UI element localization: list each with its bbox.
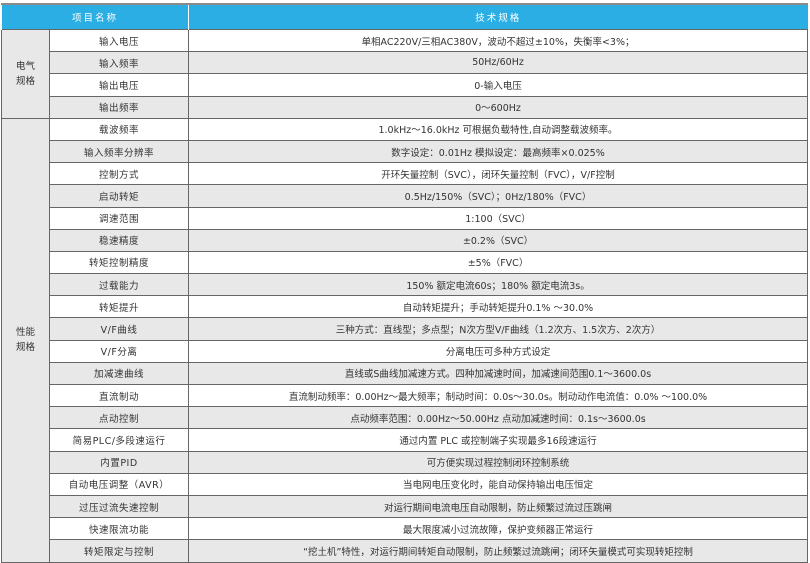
item-spec: 单相AC220V/三相AC380V，波动不超过±10%，失衡率<3%； xyxy=(188,28,808,53)
item-name: 输入电压 xyxy=(48,28,190,53)
item-spec: 0.5Hz/150%（SVC）；0Hz/180%（FVC） xyxy=(188,184,808,208)
item-name: 点动控制 xyxy=(48,406,190,430)
item-name: 输入频率分辨率 xyxy=(48,139,190,164)
table-row: 稳速精度 ±0.2%（SVC） xyxy=(2,228,808,252)
item-name: 简易PLC/多段速运行 xyxy=(48,428,190,452)
table-row: 启动转矩 0.5Hz/150%（SVC）；0Hz/180%（FVC） xyxy=(2,184,808,208)
item-spec: 三种方式：直线型；多点型；N次方型V/F曲线（1.2次方、1.5次方、2次方） xyxy=(188,317,808,341)
item-spec: 可方便实现过程控制闭环控制系统 xyxy=(188,450,808,474)
item-spec: 1.0kHz～16.0kHz 可根据负载特性,自动调整载波频率。 xyxy=(188,117,808,141)
spec-table: 项目名称 技术规格 电气 规格 输入电压 单相AC220V/三相AC380V，波动不… xyxy=(0,3,808,563)
item-spec: 当电网电压变化时，能自动保持输出电压恒定 xyxy=(188,472,808,496)
item-spec: 50Hz/60Hz xyxy=(188,51,808,75)
item-spec: 0～600Hz xyxy=(188,95,808,119)
item-spec: 点动频率范围：0.00Hz～50.00Hz 点动加减速时间：0.1s～3600.… xyxy=(188,406,808,430)
table-row: V/F曲线 三种方式：直线型；多点型；N次方型V/F曲线（1.2次方、1.5次方、… xyxy=(2,317,808,341)
table-row: 点动控制 点动频率范围：0.00Hz～50.00Hz 点动加减速时间：0.1s～3… xyxy=(2,406,808,430)
table-row: 输出电压 0-输入电压 xyxy=(2,73,808,97)
table-header: 项目名称 技术规格 xyxy=(0,3,808,30)
item-name: 加减速曲线 xyxy=(48,361,190,386)
header-item-name: 项目名称 xyxy=(0,3,189,30)
table-row: 过载能力 150% 额定电流60s；180% 额定电流3s。 xyxy=(2,273,808,297)
item-name: 输出电压 xyxy=(48,73,190,97)
item-spec: 分离电压可多种方式设定 xyxy=(188,339,808,363)
item-name: 过压过流失速控制 xyxy=(48,494,190,519)
item-spec: ±5%（FVC） xyxy=(188,250,808,275)
table-row: 过压过流失速控制 对运行期间电流电压自动限制，防止频繁过流过压跳闸 xyxy=(2,494,808,519)
table-row: 调速范围 1:100（SVC） xyxy=(2,206,808,230)
item-name: 过载能力 xyxy=(48,273,190,297)
table-row: 快速限流功能 最大限度减小过流故障，保护变频器正常运行 xyxy=(2,517,808,541)
table-row: 性能 规格 载波频率 1.0kHz～16.0kHz 可根据负载特性,自动调整载波频率… xyxy=(1,117,808,563)
item-spec: 通过内置 PLC 或控制端子实现最多16段速运行 xyxy=(188,428,808,452)
item-spec: 0-输入电压 xyxy=(188,73,808,97)
table-row: 控制方式 开环矢量控制（SVC），闭环矢量控制（FVC），V/F控制 xyxy=(2,162,808,186)
table-row: V/F分离 分离电压可多种方式设定 xyxy=(2,339,808,363)
item-name: 快速限流功能 xyxy=(48,517,190,541)
table-row: 自动电压调整（AVR） 当电网电压变化时，能自动保持输出电压恒定 xyxy=(2,472,808,496)
item-spec: 自动转矩提升；手动转矩提升0.1% ～30.0% xyxy=(188,295,808,319)
table-row: 转矩控制精度 ±5%（FVC） xyxy=(2,250,808,275)
table-row: 内置PID 可方便实现过程控制闭环控制系统 xyxy=(2,450,808,474)
item-spec: 直线或S曲线加减速方式。四种加减速时间，加减速间范围0.1～3600.0s xyxy=(188,361,808,386)
item-name: 转矩提升 xyxy=(48,295,190,319)
header-spec: 技术规格 xyxy=(188,3,808,30)
table-row: 转矩提升 自动转矩提升；手动转矩提升0.1% ～30.0% xyxy=(2,295,808,319)
item-spec: ±0.2%（SVC） xyxy=(188,228,808,252)
table-row: 直流制动 直流制动频率：0.00Hz～最大频率；制动时间：0.0s～30.0s。制… xyxy=(2,383,808,408)
item-name: V/F分离 xyxy=(48,339,190,363)
group-label: 电气 规格 xyxy=(1,29,50,119)
item-name: 转矩限定与控制 xyxy=(48,539,190,563)
item-name: 调速范围 xyxy=(48,206,190,230)
item-name: 输出频率 xyxy=(48,95,190,119)
item-name: 直流制动 xyxy=(48,383,190,408)
table-row: 加减速曲线 直线或S曲线加减速方式。四种加减速时间，加减速间范围0.1～3600.… xyxy=(2,361,808,386)
table-row: 输入频率分辨率 数字设定：0.01Hz 模拟设定：最高频率×0.025% xyxy=(2,139,808,164)
item-spec: 直流制动频率：0.00Hz～最大频率；制动时间：0.0s～30.0s。制动动作电… xyxy=(188,383,808,408)
table-row: 输入频率 50Hz/60Hz xyxy=(2,51,808,75)
item-spec: 最大限度减小过流故障，保护变频器正常运行 xyxy=(188,517,808,541)
item-name: 转矩控制精度 xyxy=(48,250,190,275)
table-row: 转矩限定与控制 “挖土机”特性，对运行期间转矩自动限制，防止频繁过流跳闸；闭环矢量… xyxy=(2,539,808,563)
item-name: 载波频率 xyxy=(48,117,190,141)
item-name: 稳速精度 xyxy=(48,228,190,252)
item-name: 控制方式 xyxy=(48,162,190,186)
item-spec: 对运行期间电流电压自动限制，防止频繁过流过压跳闸 xyxy=(188,494,808,519)
table-row: 电气 规格 输入电压 单相AC220V/三相AC380V，波动不超过±10%，失衡率… xyxy=(1,28,808,119)
table-row: 简易PLC/多段速运行 通过内置 PLC 或控制端子实现最多16段速运行 xyxy=(2,428,808,452)
item-spec: 开环矢量控制（SVC），闭环矢量控制（FVC），V/F控制 xyxy=(188,162,808,186)
item-name: 启动转矩 xyxy=(48,184,190,208)
group-label: 性能 规格 xyxy=(1,117,50,563)
item-name: 自动电压调整（AVR） xyxy=(48,472,190,496)
item-spec: 1:100（SVC） xyxy=(188,206,808,230)
table-row: 输出频率 0～600Hz xyxy=(2,95,808,119)
item-spec: 150% 额定电流60s；180% 额定电流3s。 xyxy=(188,273,808,297)
item-spec: 数字设定：0.01Hz 模拟设定：最高频率×0.025% xyxy=(188,139,808,164)
item-name: V/F曲线 xyxy=(48,317,190,341)
item-name: 输入频率 xyxy=(48,51,190,75)
item-spec: “挖土机”特性，对运行期间转矩自动限制，防止频繁过流跳闸；闭环矢量模式可实现转矩… xyxy=(188,539,808,563)
item-name: 内置PID xyxy=(48,450,190,474)
